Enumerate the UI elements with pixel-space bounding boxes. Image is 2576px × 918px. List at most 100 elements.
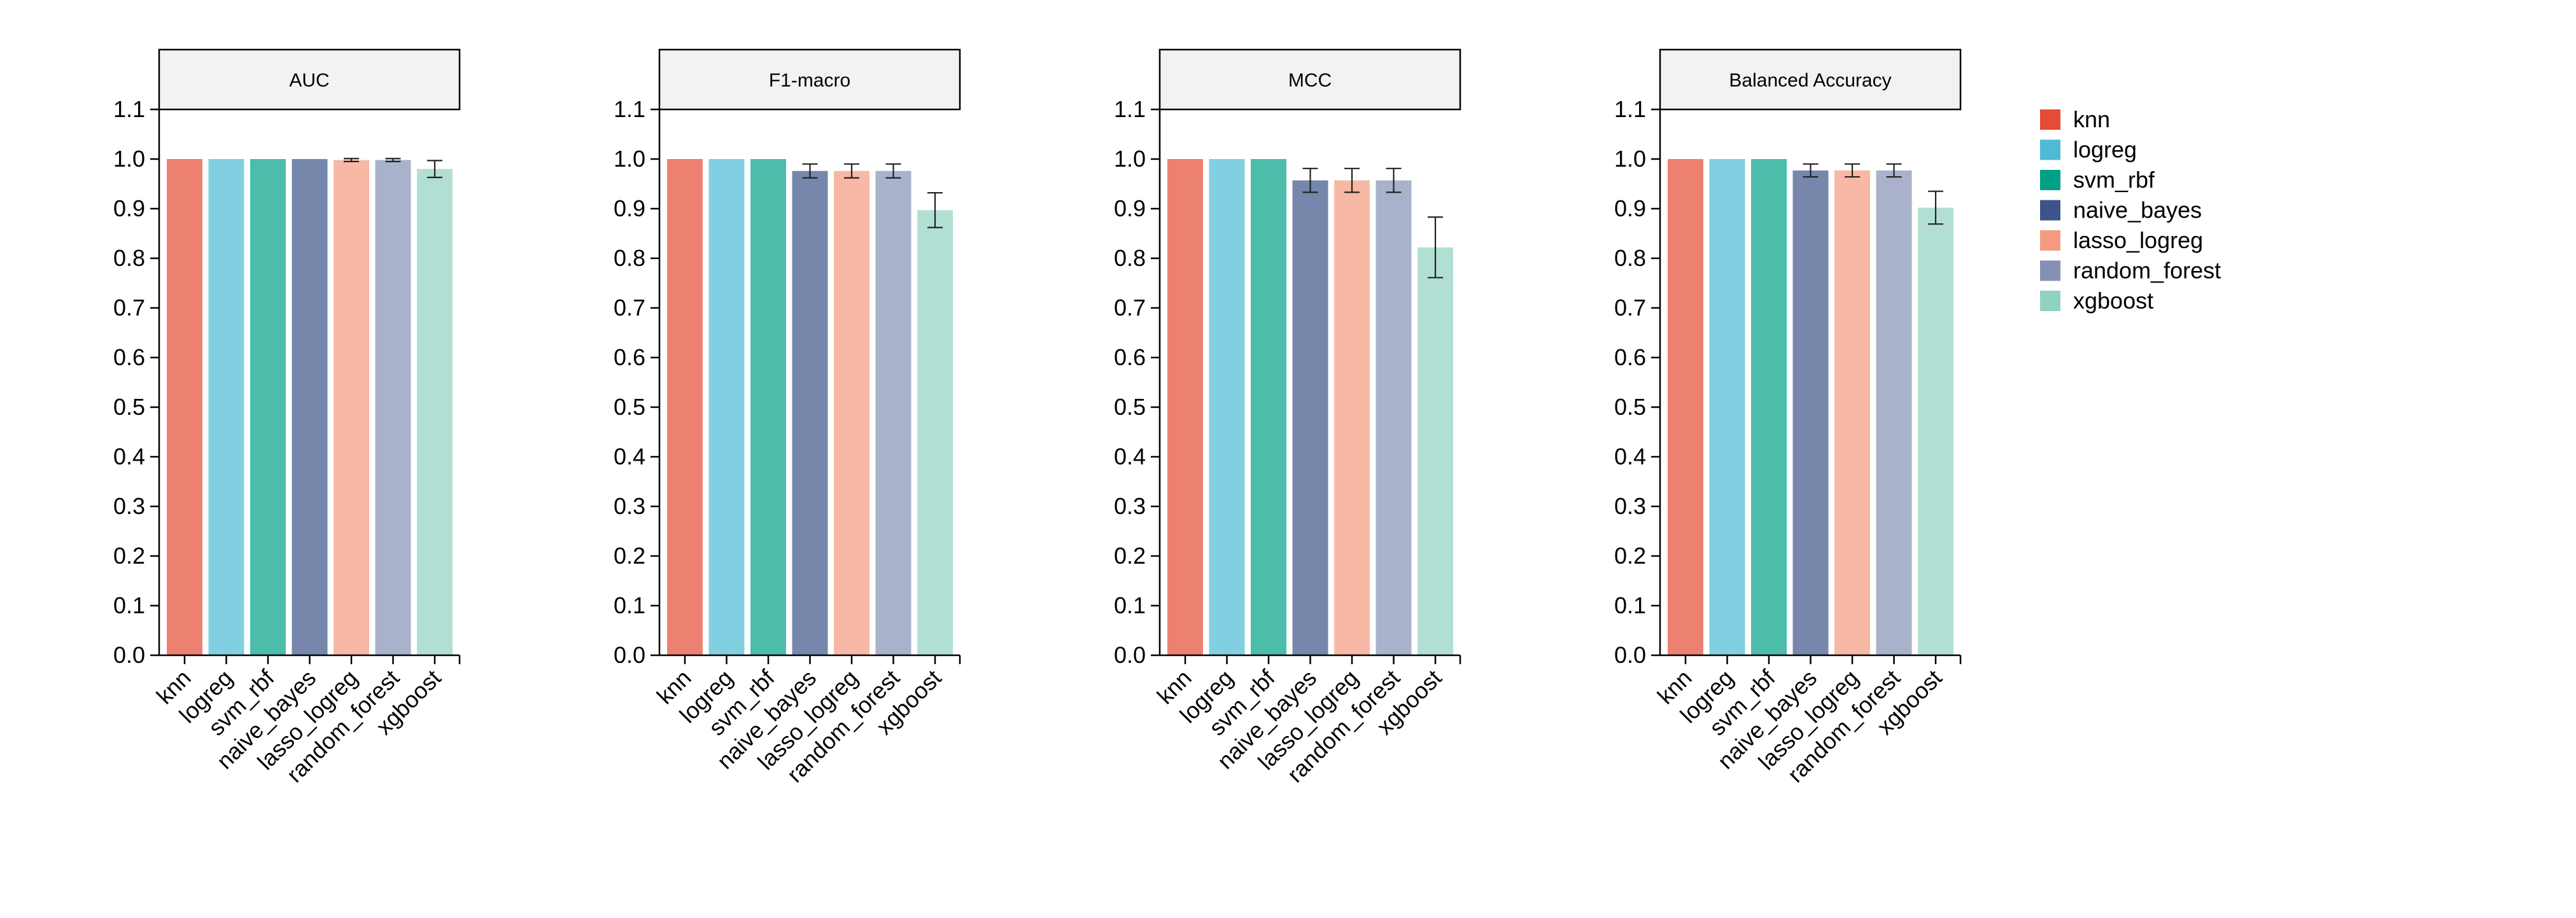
bar-xgboost xyxy=(417,169,453,656)
y-tick-label: 0.7 xyxy=(1114,295,1146,321)
y-tick-label: 0.5 xyxy=(614,394,645,420)
y-tick-label: 0.3 xyxy=(1114,493,1146,519)
legend-item-naive_bayes: naive_bayes xyxy=(2040,197,2202,223)
legend-swatch xyxy=(2040,139,2060,160)
y-tick-label: 1.1 xyxy=(1614,96,1646,122)
panel-title: F1-macro xyxy=(769,70,850,91)
legend-swatch xyxy=(2040,230,2060,251)
y-tick-label: 0.7 xyxy=(614,295,645,321)
bar-naive_bayes xyxy=(792,170,828,656)
bar-lasso_logreg xyxy=(1834,170,1870,655)
legend-label: random_forest xyxy=(2073,258,2221,284)
y-tick-label: 0.1 xyxy=(614,592,645,618)
y-tick-label: 0.9 xyxy=(113,195,145,221)
y-tick-label: 0.8 xyxy=(1614,245,1646,271)
panel-1: F1-macro 0.0 0.1 0.2 0.3 0.4 0.5 0.6 0.7 0.8 0.9 1.… xyxy=(614,48,961,788)
bar-xgboost xyxy=(1918,207,1953,655)
panels: AUC0.00.10.20.30.40.50.60.70.80.91.01.1k… xyxy=(113,48,1962,788)
legend-label: naive_bayes xyxy=(2073,197,2202,223)
y-tick-label: 0.3 xyxy=(1614,493,1646,519)
y-tick-label: 1.0 xyxy=(1614,146,1646,172)
y-tick-label: 0.9 xyxy=(1614,195,1646,221)
bar-logreg xyxy=(1209,159,1245,655)
panel-strip xyxy=(158,48,461,111)
legend-item-knn: knn xyxy=(2040,106,2110,132)
bar-random_forest xyxy=(1876,170,1912,655)
legend-label: lasso_logreg xyxy=(2073,227,2203,253)
y-tick-label: 0.5 xyxy=(1614,394,1646,420)
panel-title: Balanced Accuracy xyxy=(1729,70,1891,91)
y-tick-label: 0.0 xyxy=(1614,642,1646,668)
bar-random_forest xyxy=(875,170,911,656)
legend-label: svm_rbf xyxy=(2073,167,2155,193)
panel-2: MCC0.00.10.20.30.40.50.60.70.80.91.01.1k… xyxy=(1114,48,1461,788)
legend-swatch xyxy=(2040,291,2060,311)
bar-knn xyxy=(1668,159,1703,655)
y-tick-label: 0.4 xyxy=(1114,443,1146,469)
bar-xgboost xyxy=(1418,247,1453,656)
y-tick-label: 0.5 xyxy=(113,394,145,420)
y-tick-label: 0.2 xyxy=(1614,543,1646,569)
panel-title: MCC xyxy=(1288,70,1332,91)
bar-logreg xyxy=(208,159,244,655)
y-tick-label: 0.1 xyxy=(113,592,145,618)
y-tick-label: 0.9 xyxy=(1114,195,1146,221)
y-tick-label: 0.3 xyxy=(614,493,645,519)
bar-lasso_logreg xyxy=(334,160,369,655)
legend-item-lasso_logreg: lasso_logreg xyxy=(2040,227,2203,253)
y-tick-label: 0.6 xyxy=(1614,344,1646,370)
panel-title: AUC xyxy=(289,70,329,91)
legend-label: xgboost xyxy=(2073,288,2153,314)
y-tick-label: 0.9 xyxy=(614,195,645,221)
legend-swatch xyxy=(2040,109,2060,130)
bar-xgboost xyxy=(917,210,953,656)
bar-svm_rbf xyxy=(750,159,786,655)
bar-random_forest xyxy=(1376,180,1412,655)
y-tick-label: 0.6 xyxy=(113,344,145,370)
legend-item-svm_rbf: svm_rbf xyxy=(2040,167,2155,193)
y-tick-label: 0.7 xyxy=(113,295,145,321)
bar-random_forest xyxy=(375,160,411,655)
bar-logreg xyxy=(1709,159,1745,655)
legend-label: knn xyxy=(2073,106,2110,132)
legend: knn logreg svm_rbf naive_bayes lasso_logregr… xyxy=(2040,106,2221,314)
y-tick-label: 0.8 xyxy=(1114,245,1146,271)
y-tick-label: 0.6 xyxy=(1114,344,1146,370)
legend-swatch xyxy=(2040,170,2060,190)
y-tick-label: 1.0 xyxy=(1114,146,1146,172)
y-tick-label: 1.0 xyxy=(614,146,645,172)
y-tick-label: 0.1 xyxy=(1614,592,1646,618)
y-tick-label: 0.7 xyxy=(1614,295,1646,321)
y-tick-label: 0.5 xyxy=(1114,394,1146,420)
y-tick-label: 0.1 xyxy=(1114,592,1146,618)
y-tick-label: 0.2 xyxy=(1114,543,1146,569)
panel-strip xyxy=(1158,48,1461,111)
bar-svm_rbf xyxy=(1751,159,1787,655)
legend-label: logreg xyxy=(2073,137,2137,163)
bar-lasso_logreg xyxy=(834,170,869,656)
bar-naive_bayes xyxy=(1792,170,1829,655)
bar-naive_bayes xyxy=(1292,180,1328,655)
bar-logreg xyxy=(708,159,745,655)
bar-lasso_logreg xyxy=(1334,180,1370,655)
panel-strip xyxy=(1659,48,1962,111)
y-tick-label: 0.4 xyxy=(113,443,145,469)
y-tick-label: 0.2 xyxy=(614,543,645,569)
panel-3: Balanced Accuracy 0.0 0.1 0.2 0.3 0.4 0.5 0.6 0.… xyxy=(1614,48,1962,788)
legend-item-logreg: logreg xyxy=(2040,137,2137,163)
legend-swatch xyxy=(2040,200,2060,221)
panel-0: AUC0.00.10.20.30.40.50.60.70.80.91.01.1k… xyxy=(113,48,461,788)
y-tick-label: 1.1 xyxy=(1114,96,1146,122)
panel-strip xyxy=(658,48,961,111)
y-tick-label: 0.4 xyxy=(1614,443,1646,469)
y-tick-label: 0.0 xyxy=(113,642,145,668)
bar-svm_rbf xyxy=(1251,159,1286,655)
legend-item-xgboost: xgboost xyxy=(2040,288,2153,314)
y-tick-label: 0.2 xyxy=(113,543,145,569)
y-tick-label: 0.8 xyxy=(113,245,145,271)
y-tick-label: 1.1 xyxy=(113,96,145,122)
legend-item-random_forest: random_forest xyxy=(2040,258,2221,284)
y-tick-label: 0.4 xyxy=(614,443,645,469)
y-tick-label: 0.0 xyxy=(1114,642,1146,668)
